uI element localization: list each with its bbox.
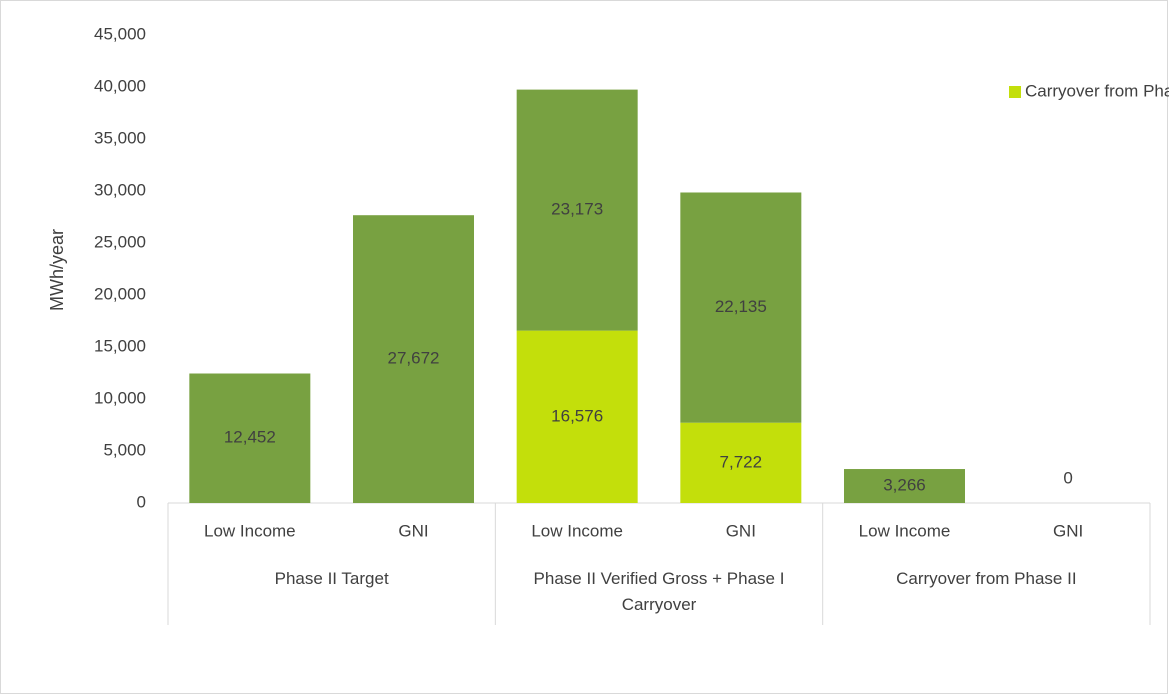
y-tick-label: 30,000 <box>94 180 146 199</box>
bar-segment <box>680 422 802 503</box>
y-tick-label: 0 <box>137 492 146 511</box>
y-tick-label: 40,000 <box>94 76 146 95</box>
y-tick-label: 45,000 <box>94 24 146 43</box>
bar-segment <box>516 330 638 503</box>
data-label: 7,722 <box>720 452 763 471</box>
legend-swatch <box>1009 86 1021 98</box>
group-label: Phase II Target <box>275 569 389 588</box>
data-label: 27,672 <box>388 349 440 368</box>
x-tick-label: GNI <box>1053 521 1083 540</box>
x-tick-label: Low Income <box>531 521 623 540</box>
data-label: 12,452 <box>224 428 276 447</box>
legend-label: Carryover from Phase I <box>1025 81 1169 100</box>
bar-segment <box>189 373 311 503</box>
x-tick-label: GNI <box>726 521 756 540</box>
x-tick-label: Low Income <box>204 521 296 540</box>
y-tick-label: 35,000 <box>94 128 146 147</box>
x-tick-label: GNI <box>398 521 428 540</box>
x-tick-label: Low Income <box>859 521 951 540</box>
y-tick-label: 10,000 <box>94 388 146 407</box>
bar-segment <box>516 89 638 331</box>
y-axis-label: MWh/year <box>47 229 67 311</box>
data-label: 22,135 <box>715 297 767 316</box>
bar-segment <box>844 469 965 503</box>
data-label: 3,266 <box>883 476 926 495</box>
bar-segment <box>680 192 802 423</box>
bar-segment <box>353 215 474 504</box>
y-tick-label: 25,000 <box>94 232 146 251</box>
group-label: Phase II Verified Gross + Phase I Carryov… <box>534 569 785 614</box>
group-label: Carryover from Phase II <box>896 569 1076 588</box>
y-tick-label: 20,000 <box>94 284 146 303</box>
data-label: 0 <box>1063 468 1072 487</box>
data-label: 23,173 <box>551 200 603 219</box>
y-tick-label: 5,000 <box>103 440 146 459</box>
data-label: 16,576 <box>551 406 603 425</box>
y-tick-label: 15,000 <box>94 336 146 355</box>
